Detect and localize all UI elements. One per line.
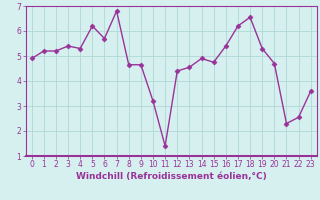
X-axis label: Windchill (Refroidissement éolien,°C): Windchill (Refroidissement éolien,°C) (76, 172, 267, 181)
